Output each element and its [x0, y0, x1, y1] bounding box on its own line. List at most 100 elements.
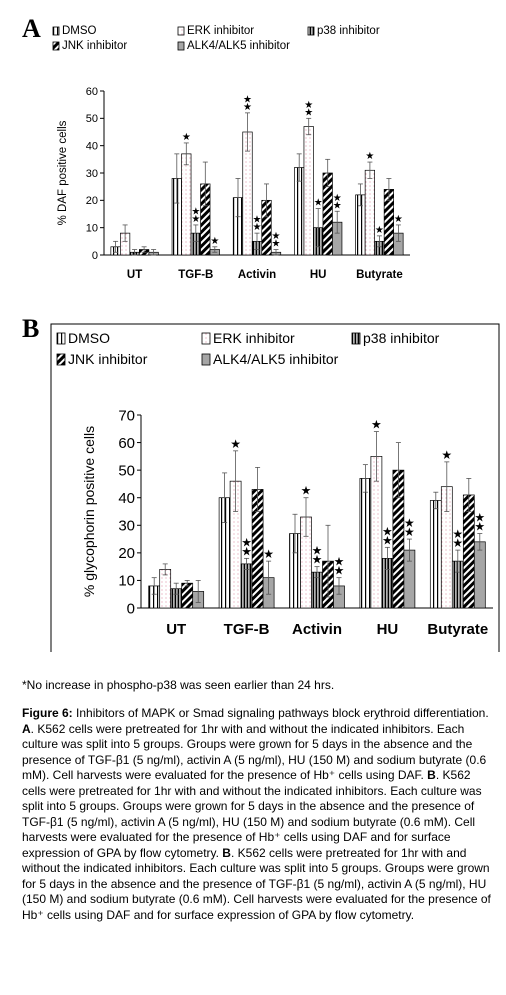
- legend-label: ALK4/ALK5 inhibitor: [187, 40, 290, 52]
- significance-star: ★: [241, 535, 252, 549]
- legend-label: DMSO: [68, 330, 110, 346]
- y-tick-label: 10: [118, 573, 135, 590]
- category-label: TGF-B: [224, 621, 270, 638]
- significance-star: ★: [404, 516, 415, 530]
- y-tick-label: 50: [86, 113, 98, 125]
- y-tick-label: 20: [86, 195, 98, 207]
- caption-a-label: A: [22, 721, 31, 736]
- significance-star: ★: [304, 100, 313, 111]
- significance-star: ★: [301, 484, 312, 498]
- significance-star: ★: [371, 418, 382, 432]
- category-label: Butyrate: [427, 621, 488, 638]
- y-tick-label: 70: [118, 407, 135, 424]
- caption-title: Figure 6:: [22, 706, 73, 720]
- y-tick-label: 0: [92, 250, 98, 262]
- significance-star: ★: [333, 193, 342, 204]
- legend-label: p38 inhibitor: [317, 25, 380, 37]
- panel-b-letter: B: [22, 314, 40, 343]
- legend-label: DMSO: [62, 25, 97, 37]
- significance-star: ★: [365, 151, 374, 162]
- category-label: TGF-B: [178, 269, 213, 281]
- significance-star: ★: [210, 236, 219, 247]
- y-tick-label: 40: [86, 141, 98, 153]
- chart-frame: [50, 323, 500, 652]
- significance-star: ★: [314, 198, 323, 209]
- legend-swatch: [56, 353, 66, 366]
- significance-star: ★: [243, 102, 252, 113]
- significance-star: ★: [334, 555, 345, 569]
- y-tick-label: 50: [118, 462, 135, 479]
- significance-star: ★: [474, 520, 485, 534]
- significance-star: ★: [272, 231, 281, 242]
- category-label: Activin: [292, 621, 342, 638]
- chart-b: DMSO ERK inhibitor p38 inhibitor JNK inhibi…: [50, 323, 500, 652]
- category-label: HU: [377, 621, 399, 638]
- bar: [429, 500, 442, 609]
- significance-star: ★: [333, 200, 342, 211]
- significance-star: ★: [404, 525, 415, 539]
- legend-swatch: [201, 332, 211, 345]
- y-tick-label: 0: [127, 600, 135, 617]
- y-tick-label: 10: [86, 223, 98, 235]
- y-tick-label: 30: [86, 168, 98, 180]
- legend-label: p38 inhibitor: [363, 330, 440, 346]
- significance-star: ★: [334, 564, 345, 578]
- significance-star: ★: [182, 132, 191, 143]
- legend-swatch: [177, 26, 185, 36]
- significance-star: ★: [394, 214, 403, 225]
- significance-star: ★: [312, 553, 323, 567]
- y-tick-label: 60: [86, 86, 98, 98]
- caption-a-text: . K562 cells were pretreated for 1hr wit…: [22, 721, 487, 783]
- significance-star: ★: [382, 524, 393, 538]
- legend-label: JNK inhibitor: [62, 40, 127, 52]
- significance-star: ★: [312, 544, 323, 558]
- legend-label: ALK4/ALK5 inhibitor: [213, 351, 339, 367]
- significance-star: ★: [474, 511, 485, 525]
- bar: [303, 126, 314, 256]
- category-label: Activin: [238, 269, 276, 281]
- chart-a: DMSO ERK inhibitor p38 inhibitor JNK inhibi…: [52, 25, 410, 281]
- y-tick-label: 20: [118, 545, 135, 562]
- significance-star: ★: [253, 215, 262, 226]
- significance-star: ★: [452, 527, 463, 541]
- legend-swatch: [177, 41, 185, 51]
- significance-star: ★: [304, 107, 313, 118]
- legend-label: ERK inhibitor: [213, 330, 295, 346]
- bar: [181, 582, 194, 609]
- significance-star: ★: [272, 239, 281, 250]
- significance-star: ★: [191, 214, 200, 225]
- significance-star: ★: [191, 206, 200, 217]
- bar: [181, 153, 192, 256]
- significance-star: ★: [441, 448, 452, 462]
- significance-star: ★: [375, 225, 384, 236]
- caption-b-label: B: [427, 768, 436, 782]
- panel-a-letter: A: [22, 14, 41, 43]
- y-tick-label: 30: [118, 518, 135, 535]
- legend-label: ERK inhibitor: [187, 25, 254, 37]
- significance-star: ★: [253, 222, 262, 233]
- category-label: UT: [127, 269, 142, 281]
- bar: [240, 563, 253, 609]
- category-label: Butyrate: [356, 269, 403, 281]
- y-axis-label: % glycophorin positive cells: [81, 426, 97, 597]
- significance-star: ★: [241, 544, 252, 558]
- legend-swatch: [307, 26, 315, 36]
- y-axis-label: % DAF positive cells: [57, 120, 69, 225]
- caption-b2-text: . K562 cells were pretreated for 1hr wit…: [22, 845, 491, 922]
- figure-caption: Figure 6: Inhibitors of MAPK or Smad sig…: [22, 706, 494, 923]
- significance-star: ★: [263, 547, 274, 561]
- significance-star: ★: [382, 533, 393, 547]
- significance-star: ★: [243, 94, 252, 105]
- legend-swatch: [201, 353, 211, 366]
- legend-swatch: [52, 26, 60, 36]
- category-label: UT: [166, 621, 186, 638]
- significance-star: ★: [230, 437, 241, 451]
- caption-b-text: . K562 cells were pretreated for 1hr wit…: [22, 768, 482, 860]
- legend-swatch: [56, 332, 66, 345]
- significance-star: ★: [452, 536, 463, 550]
- category-label: HU: [310, 269, 327, 281]
- caption-title-rest: Inhibitors of MAPK or Smad signaling pat…: [72, 706, 489, 720]
- footnote: *No increase in phospho-p38 was seen ear…: [22, 678, 335, 692]
- bar: [473, 541, 486, 609]
- legend-swatch: [52, 41, 60, 51]
